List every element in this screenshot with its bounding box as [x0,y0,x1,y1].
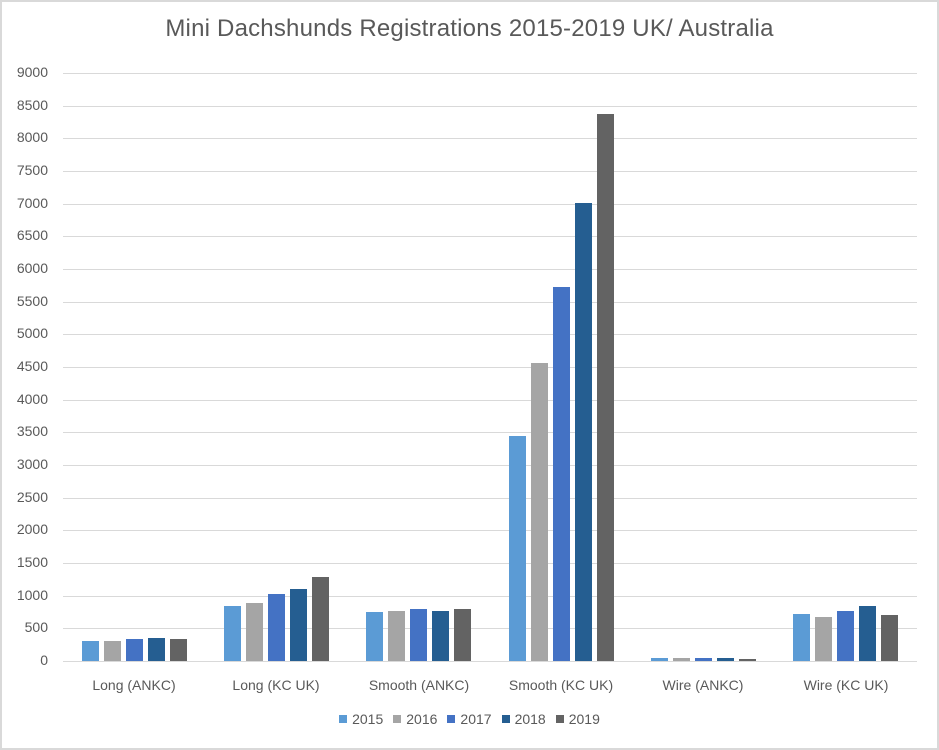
bar-2017 [837,611,854,661]
x-axis-label: Long (ANKC) [92,677,176,693]
bar-2017 [553,287,570,661]
bar-2018 [290,589,307,661]
legend-item-2018: 2018 [501,711,546,727]
bar-2016 [531,363,548,661]
gridline [63,432,917,433]
legend-item-2015: 2015 [339,711,383,727]
bar-2019 [170,639,187,661]
x-axis-label: Smooth (ANKC) [368,677,470,693]
bar-2018 [432,611,449,661]
bar-2019 [739,659,756,661]
bar-2019 [881,615,898,661]
gridline [63,334,917,335]
gridline [63,596,917,597]
bar-2015 [651,658,668,661]
legend-label: 2019 [568,711,600,727]
bar-2015 [224,606,241,661]
y-tick-label: 1000 [16,587,48,603]
gridline [63,302,917,303]
y-tick-label: 7500 [16,162,48,178]
gridline [63,400,917,401]
x-axis-label: Long (KC UK) [232,677,320,693]
bar-2015 [793,614,810,661]
y-tick-label: 9000 [16,64,48,80]
gridline [63,204,917,205]
bar-2018 [575,203,592,661]
y-tick-label: 2000 [16,521,48,537]
legend-swatch-icon [447,715,456,723]
y-tick-label: 5500 [16,293,48,309]
y-tick-label: 7000 [16,195,48,211]
legend-swatch-icon [339,715,348,723]
gridline [63,465,917,466]
y-tick-label: 3000 [16,456,48,472]
y-tick-label: 8000 [16,129,48,145]
bar-2016 [388,611,405,661]
y-tick-label: 5000 [16,325,48,341]
bar-2016 [673,658,690,661]
legend: 2015 2016 2017 2018 2019 [0,711,939,727]
gridline [63,269,917,270]
y-tick-label: 6500 [16,227,48,243]
gridline [63,236,917,237]
y-tick-label: 8500 [16,97,48,113]
legend-swatch-icon [393,715,402,723]
legend-label: 2018 [514,711,546,727]
gridline [63,73,917,74]
bar-2017 [410,609,427,661]
bar-2016 [246,603,263,661]
legend-label: 2015 [352,711,384,727]
bar-2018 [859,606,876,661]
y-tick-label: 1500 [16,554,48,570]
bar-2017 [268,594,285,661]
gridline [63,661,917,662]
bar-2016 [815,617,832,661]
legend-label: 2017 [460,711,492,727]
gridline [63,171,917,172]
bar-2015 [82,641,99,661]
y-tick-label: 4000 [16,391,48,407]
y-tick-label: 6000 [16,260,48,276]
legend-item-2016: 2016 [393,711,437,727]
x-axis-label: Wire (KC UK) [803,677,889,693]
y-tick-label: 500 [24,619,48,635]
bar-2016 [104,641,121,661]
bar-2017 [695,658,712,661]
legend-swatch-icon [555,715,564,723]
gridline [63,138,917,139]
gridline [63,106,917,107]
bar-2015 [509,436,526,661]
chart-title: Mini Dachshunds Registrations 2015-2019 … [165,15,774,42]
legend-item-2019: 2019 [555,711,600,727]
bar-2015 [366,612,383,661]
gridline [63,367,917,368]
bar-2018 [717,658,734,661]
x-axis-label: Smooth (KC UK) [508,677,614,693]
y-tick-label: 2500 [16,489,48,505]
y-tick-label: 0 [40,652,48,668]
x-axis-label: Wire (ANKC) [662,677,744,693]
bar-2019 [312,577,329,661]
bar-2019 [454,609,471,661]
legend-item-2017: 2017 [447,711,492,727]
gridline [63,563,917,564]
bar-2019 [597,114,614,661]
bar-2017 [126,639,143,661]
gridline [63,498,917,499]
y-tick-label: 4500 [16,358,48,374]
gridline [63,530,917,531]
bar-2018 [148,638,165,661]
y-tick-label: 3500 [16,423,48,439]
legend-swatch-icon [501,715,510,723]
gridline [63,628,917,629]
legend-label: 2016 [406,711,438,727]
